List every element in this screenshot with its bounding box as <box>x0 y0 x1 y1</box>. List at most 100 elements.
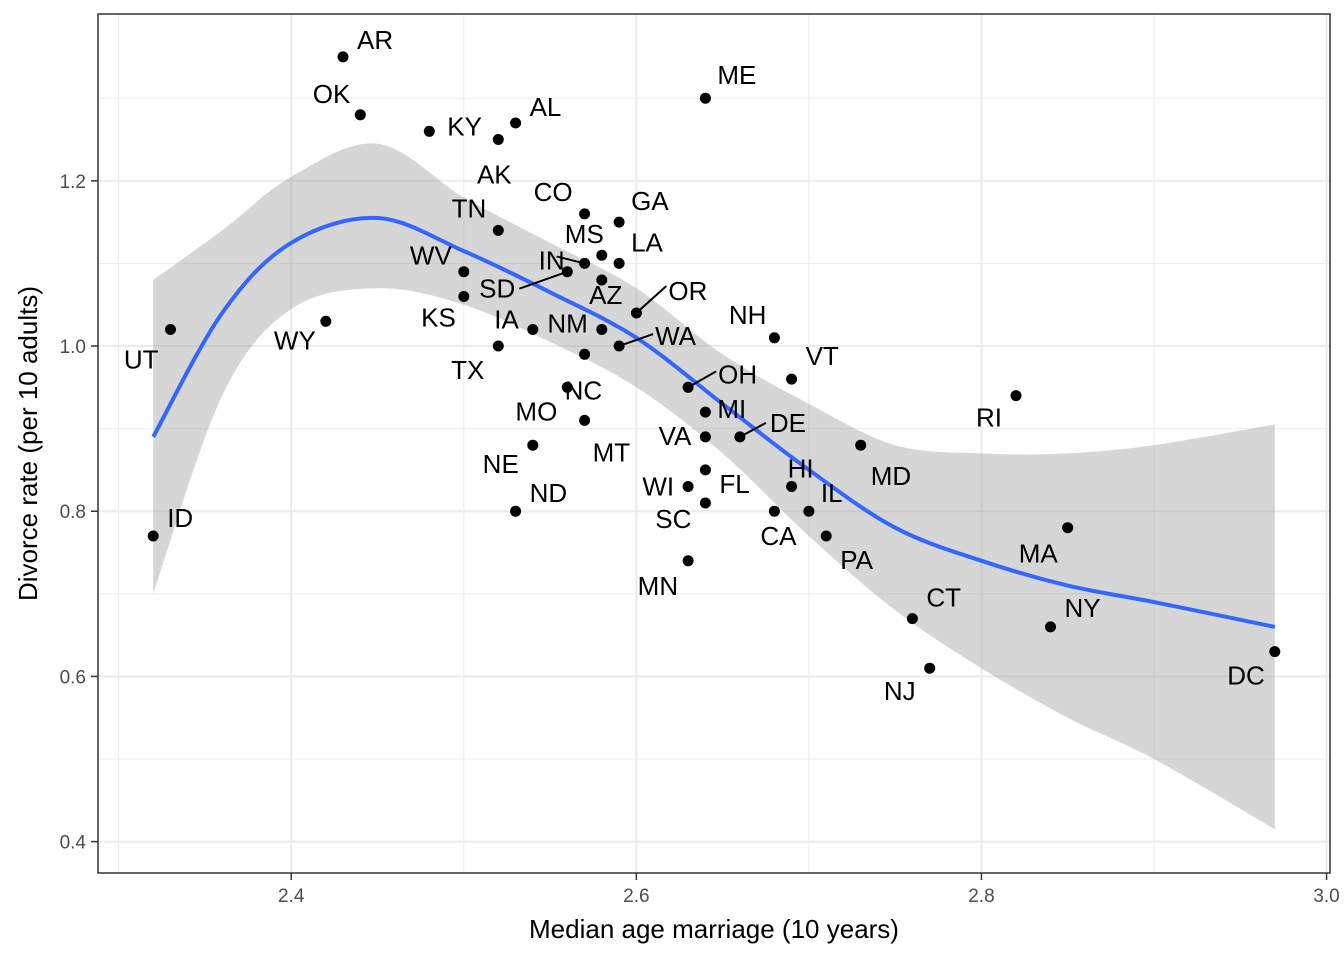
point-sc <box>699 497 711 509</box>
label-ky: KY <box>447 111 482 141</box>
grid <box>98 14 1330 873</box>
y-tick-label: 0.8 <box>60 502 86 523</box>
panel-border <box>97 13 1331 874</box>
label-az: AZ <box>589 280 622 310</box>
label-dc: DC <box>1227 661 1265 691</box>
point-il <box>803 505 815 517</box>
confidence-band-area <box>153 143 1275 830</box>
label-ms: MS <box>565 219 604 249</box>
point-ri <box>1010 390 1022 402</box>
label-al: AL <box>530 92 562 122</box>
point-me <box>699 92 711 104</box>
label-mn: MN <box>638 571 678 601</box>
point-wv <box>458 266 470 278</box>
x-tick-label: 2.4 <box>278 886 305 907</box>
smooth-line <box>151 215 1276 629</box>
point-ok <box>354 109 366 121</box>
y-tick-label: 0.4 <box>60 833 87 854</box>
point-pa <box>820 530 832 542</box>
x-axis-title: Median age marriage (10 years) <box>529 914 899 944</box>
label-oh: OH <box>718 359 757 389</box>
label-il: IL <box>821 478 843 508</box>
label-nc: NC <box>565 375 603 405</box>
label-vt: VT <box>806 341 839 371</box>
label-tx: TX <box>451 355 484 385</box>
label-ri: RI <box>976 403 1002 433</box>
point-va <box>699 431 711 443</box>
label-ut: UT <box>124 345 159 375</box>
point-md <box>855 439 867 451</box>
point-ms <box>596 249 608 261</box>
leader-line-wa <box>618 333 654 347</box>
label-co: CO <box>534 177 573 207</box>
point-mn <box>682 555 694 567</box>
point-al <box>510 117 522 129</box>
y-tick-label: 1.0 <box>60 337 86 358</box>
x-tick-label: 3.0 <box>1313 886 1339 907</box>
point-ky <box>423 125 435 137</box>
label-de: DE <box>770 408 806 438</box>
point-hi <box>786 481 798 492</box>
label-md: MD <box>871 461 911 491</box>
label-wy: WY <box>274 325 316 355</box>
point-fl <box>699 464 711 476</box>
label-in: IN <box>539 245 565 275</box>
point-wy <box>320 315 332 327</box>
point-co <box>579 208 591 220</box>
label-ks: KS <box>421 303 456 333</box>
data-points <box>147 51 1281 674</box>
point-mt <box>579 414 591 426</box>
point-mo <box>561 381 573 393</box>
point-dc <box>1269 646 1281 658</box>
point-nj <box>924 662 936 674</box>
point-tx <box>492 340 504 352</box>
point-ut <box>165 324 176 335</box>
label-hi: HI <box>788 454 814 484</box>
point-ar <box>337 51 349 63</box>
label-ny: NY <box>1065 593 1101 623</box>
label-la: LA <box>631 227 663 257</box>
label-nm: NM <box>547 309 587 339</box>
label-mt: MT <box>593 437 631 467</box>
point-in <box>579 257 591 269</box>
point-nc <box>579 348 591 360</box>
point-ma <box>1062 522 1074 534</box>
y-tick-label: 1.2 <box>60 172 86 193</box>
label-sd: SD <box>479 274 515 304</box>
label-wv: WV <box>410 241 453 271</box>
axes: 2.4 2.6 2.8 3.0 0.4 0.6 0.8 1.0 1.2 <box>60 13 1340 907</box>
label-ar: AR <box>357 25 393 55</box>
point-nh <box>768 332 780 344</box>
label-mo: MO <box>515 396 557 426</box>
x-tick-label: 2.8 <box>968 886 994 907</box>
point-ia <box>527 324 539 335</box>
leader-line-oh <box>687 370 717 389</box>
label-pa: PA <box>840 545 873 575</box>
leader-line-or <box>635 285 668 314</box>
label-ma: MA <box>1019 539 1059 569</box>
label-wa: WA <box>655 321 697 351</box>
label-ak: AK <box>477 160 512 190</box>
leader-line-sd <box>518 270 568 290</box>
label-ca: CA <box>760 521 797 551</box>
label-nd: ND <box>530 478 568 508</box>
label-ne: NE <box>483 449 519 479</box>
point-ct <box>906 613 918 625</box>
label-nh: NH <box>729 300 767 330</box>
label-wi: WI <box>642 472 674 502</box>
confidence-band <box>151 143 1276 830</box>
point-tn <box>492 224 504 236</box>
label-ok: OK <box>313 79 351 109</box>
point-az <box>596 274 608 286</box>
label-mi: MI <box>717 394 746 424</box>
point-mi <box>699 406 711 418</box>
x-tick-label: 2.6 <box>623 886 649 907</box>
point-la <box>613 257 625 269</box>
point-id <box>147 530 159 542</box>
point-nm <box>596 324 608 335</box>
point-ga <box>613 216 625 228</box>
point-ak <box>492 134 504 145</box>
label-ct: CT <box>926 583 961 613</box>
label-fl: FL <box>719 469 749 499</box>
